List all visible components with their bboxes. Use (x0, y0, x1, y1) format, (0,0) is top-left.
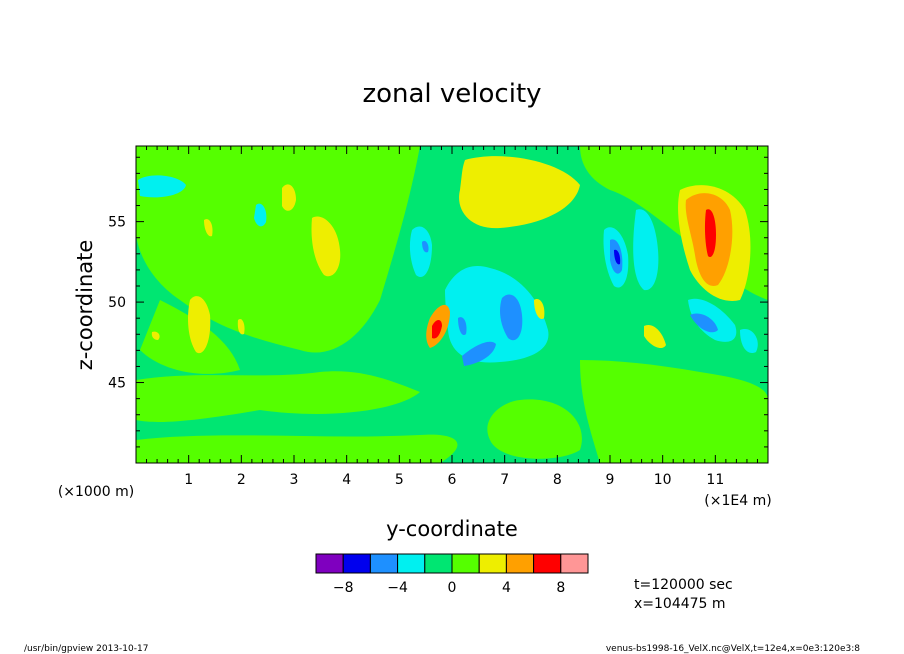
level-0-2-regions (136, 146, 768, 463)
contour-region (136, 434, 458, 463)
x-tick-label: 6 (448, 472, 457, 488)
footer-right: venus-bs1998-16_VelX.nc@VelX,t=12e4,x=0e… (606, 644, 860, 654)
y-tick-label: 55 (108, 215, 126, 231)
colorbar: −8 −4 0 4 8 (315, 553, 589, 596)
colorbar-tick-label: 8 (556, 580, 565, 596)
colorbar-swatch (315, 553, 344, 574)
contour-region (204, 219, 213, 237)
contour-region (690, 313, 718, 333)
contour-region (136, 146, 420, 353)
colorbar-swatch (424, 553, 453, 574)
colorbar-tick-label: −4 (387, 580, 408, 596)
x-tick-label: 8 (553, 472, 562, 488)
x-tick-label: 10 (654, 472, 672, 488)
contour-region (534, 299, 545, 320)
contour-region (445, 266, 549, 363)
contour-region (580, 360, 768, 463)
x-tick-label: 1 (184, 472, 193, 488)
contour-region (409, 226, 432, 277)
contour-region (136, 371, 420, 422)
contour-region (462, 341, 496, 366)
colorbar-tick-label: 0 (448, 580, 457, 596)
contour-region (458, 317, 467, 336)
time-annotation: t=120000 sec (634, 577, 733, 593)
x-unit-left: (×1000 m) (58, 484, 134, 500)
footer-left: /usr/bin/gpview 2013-10-17 (24, 644, 148, 654)
contour-region (740, 329, 758, 354)
x-tick-label: 7 (500, 472, 509, 488)
colorbar-swatch (560, 553, 589, 574)
y-ticks: 45 50 55 (108, 156, 768, 448)
contour-region (633, 209, 659, 291)
contour-region (704, 209, 716, 258)
colorbar-swatch (451, 553, 480, 574)
x-tick-label: 9 (606, 472, 615, 488)
contour-region (237, 318, 245, 335)
contour-region (459, 156, 580, 229)
y-tick-label: 45 (108, 376, 126, 392)
x-tick-label: 2 (237, 472, 246, 488)
level-neg8-neg6-regions (614, 249, 621, 265)
x-tick-label: 3 (290, 472, 299, 488)
contour-region (254, 203, 267, 227)
colorbar-swatch (533, 553, 562, 574)
colorbar-swatch (369, 553, 399, 574)
x-axis-label: y-coordinate (386, 517, 518, 541)
colorbar-swatch (505, 553, 535, 574)
x-tick-label: 4 (342, 472, 351, 488)
colorbar-swatch (478, 553, 507, 574)
contour-region (422, 240, 429, 253)
x-tick-label: 5 (395, 472, 404, 488)
x-ticks: 1 2 3 4 5 6 7 8 9 10 11 (135, 146, 769, 488)
y-axis-label: z-coordinate (73, 240, 97, 371)
contour-region (311, 216, 341, 277)
x-unit-right: (×1E4 m) (704, 493, 771, 509)
colorbar-tick-label: −8 (333, 580, 354, 596)
contour-region (151, 331, 160, 340)
chart-title: zonal velocity (362, 79, 541, 109)
contour-region (644, 324, 666, 349)
colorbar-tick-label: 4 (502, 580, 511, 596)
contour-region (500, 294, 523, 341)
contour-region (487, 399, 582, 459)
contour-field (136, 146, 768, 463)
x-tick-label: 11 (706, 472, 724, 488)
colorbar-swatch (342, 553, 371, 574)
contour-region (188, 296, 211, 354)
contour-region (432, 320, 442, 339)
contour-region (138, 175, 186, 198)
y-tick-label: 50 (108, 295, 126, 311)
level-8-10-regions (432, 209, 716, 339)
colorbar-swatch (397, 553, 426, 574)
contour-region (614, 249, 621, 265)
level-neg4-neg2-regions (138, 175, 758, 363)
contour-region (282, 184, 296, 211)
x-position-annotation: x=104475 m (634, 596, 726, 612)
